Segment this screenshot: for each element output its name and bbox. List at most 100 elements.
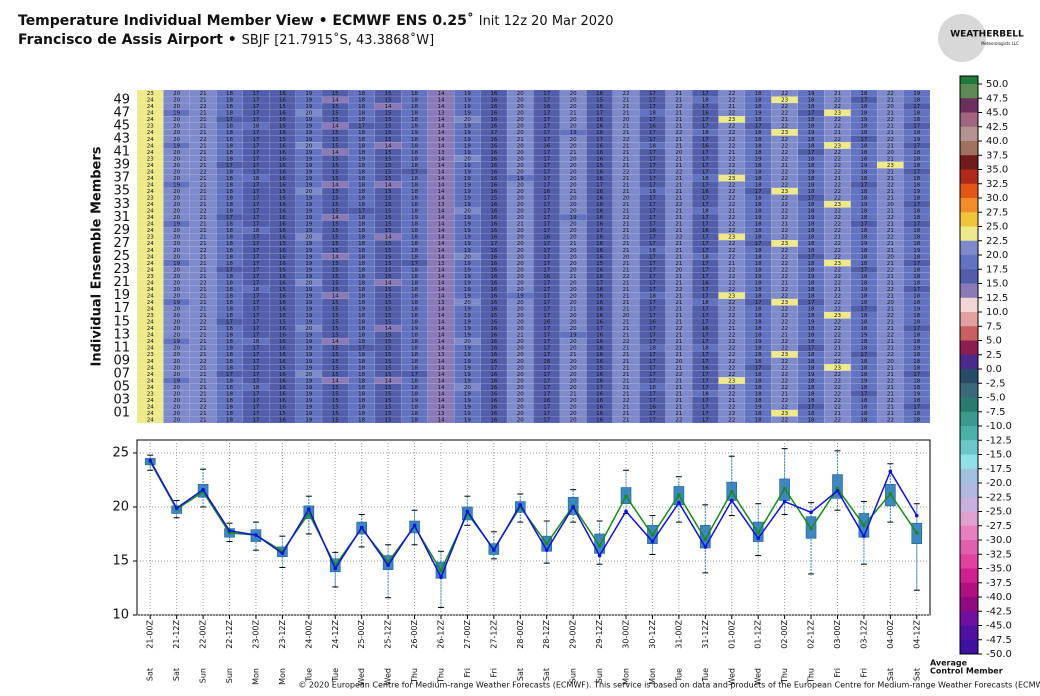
cell-label: 18 (755, 411, 762, 417)
footer: © 2020 European Centre for Medium-range … (298, 681, 1040, 690)
cell-label: 21 (675, 280, 682, 286)
cell-label: 14 (437, 209, 444, 215)
cell-label: 16 (596, 130, 603, 136)
cell-label: 16 (279, 339, 286, 345)
cell-label: 18 (226, 98, 233, 104)
cell-label: 19 (305, 137, 312, 143)
cell-label: 18 (913, 274, 920, 280)
cell-label: 18 (358, 333, 365, 339)
cell-label: 20 (623, 313, 630, 319)
cell-label: 16 (596, 398, 603, 404)
cell-label: 18 (358, 391, 365, 397)
cell-label: 18 (860, 418, 867, 424)
cell-label: 23 (147, 352, 154, 358)
cell-label: 19 (305, 163, 312, 169)
cell-label: 20 (517, 326, 524, 332)
cell-label: 18 (808, 182, 815, 188)
colorbar-label: 32.5 (986, 179, 1008, 190)
cell-label: 16 (490, 143, 497, 149)
logo-sub: Meteorologists LLC (981, 41, 1019, 46)
cell-label: 20 (570, 254, 577, 260)
cell-label: 23 (834, 313, 841, 319)
cell-label: 21 (675, 91, 682, 97)
cell-label: 17 (543, 137, 550, 143)
cell-label: 22 (781, 176, 788, 182)
weekday-label: Thu (780, 668, 789, 684)
cell-label: 24 (147, 333, 154, 339)
cell-label: 21 (200, 156, 207, 162)
colorbar-label: -50.0 (986, 649, 1012, 660)
cell-label: 20 (517, 352, 524, 358)
cell-label: 15 (332, 228, 339, 234)
colorbar-band (960, 240, 978, 256)
cell-label: 18 (860, 209, 867, 215)
cell-label: 22 (834, 196, 841, 202)
cell-label: 13 (437, 352, 444, 358)
cell-label: 18 (411, 111, 418, 117)
cell-label: 20 (173, 209, 180, 215)
cell-label: 17 (252, 352, 259, 358)
cell-label: 18 (808, 307, 815, 313)
series-point (412, 523, 417, 528)
cell-label: 18 (755, 261, 762, 267)
cell-label: 24 (147, 404, 154, 410)
cell-label: 20 (173, 215, 180, 221)
cell-label: 18 (411, 124, 418, 130)
cell-label: 13 (437, 202, 444, 208)
cell-label: 22 (834, 378, 841, 384)
cell-label: 18 (411, 241, 418, 247)
cell-label: 19 (464, 280, 471, 286)
cell-label: 19 (808, 215, 815, 221)
cell-label: 19 (305, 307, 312, 313)
cell-label: 16 (279, 274, 286, 280)
cell-label: 17 (252, 235, 259, 241)
cell-label: 19 (305, 248, 312, 254)
cell-label: 17 (913, 143, 920, 149)
cell-label: 19 (305, 274, 312, 280)
cell-label: 16 (490, 117, 497, 123)
cell-label: 14 (437, 98, 444, 104)
cell-label: 23 (728, 176, 735, 182)
cell-label: 15 (385, 352, 392, 358)
cell-label: 18 (358, 320, 365, 326)
cell-label: 22 (781, 339, 788, 345)
cell-label: 18 (808, 189, 815, 195)
cell-label: 19 (305, 346, 312, 352)
cell-label: 22 (728, 143, 735, 149)
cell-label: 21 (200, 241, 207, 247)
x-tick-label: 01-00Z (727, 619, 736, 648)
cell-label: 19 (464, 418, 471, 424)
cell-label: 18 (226, 202, 233, 208)
cell-label: 17 (860, 98, 867, 104)
cell-label: 20 (517, 320, 524, 326)
cell-label: 21 (200, 352, 207, 358)
weekday-label: Thu (410, 668, 419, 684)
cell-label: 22 (200, 404, 207, 410)
cell-label: 19 (173, 300, 180, 306)
cell-label: 17 (649, 274, 656, 280)
cell-label: 19 (305, 333, 312, 339)
cell-label: 21 (623, 293, 630, 299)
cell-label: 17 (226, 117, 233, 123)
cell-label: 15 (332, 189, 339, 195)
init-time: Init 12z 20 Mar 2020 (479, 14, 614, 29)
cell-label: 16 (490, 398, 497, 404)
cell-label: 17 (543, 287, 550, 293)
cell-label: 15 (279, 287, 286, 293)
cell-label: 21 (623, 104, 630, 110)
cell-label: 15 (385, 189, 392, 195)
cell-label: 21 (887, 365, 894, 371)
cell-label: 23 (834, 365, 841, 371)
cell-label: 17 (411, 261, 418, 267)
cell-label: 19 (464, 202, 471, 208)
cell-label: 19 (808, 169, 815, 175)
cell-label: 17 (649, 372, 656, 378)
series-point (227, 528, 232, 533)
cell-label: 22 (200, 248, 207, 254)
cell-label: 15 (279, 241, 286, 247)
cell-label: 15 (385, 411, 392, 417)
cell-label: 20 (173, 137, 180, 143)
cell-label: 22 (728, 130, 735, 136)
cell-label: 22 (728, 215, 735, 221)
cell-label: 18 (358, 176, 365, 182)
